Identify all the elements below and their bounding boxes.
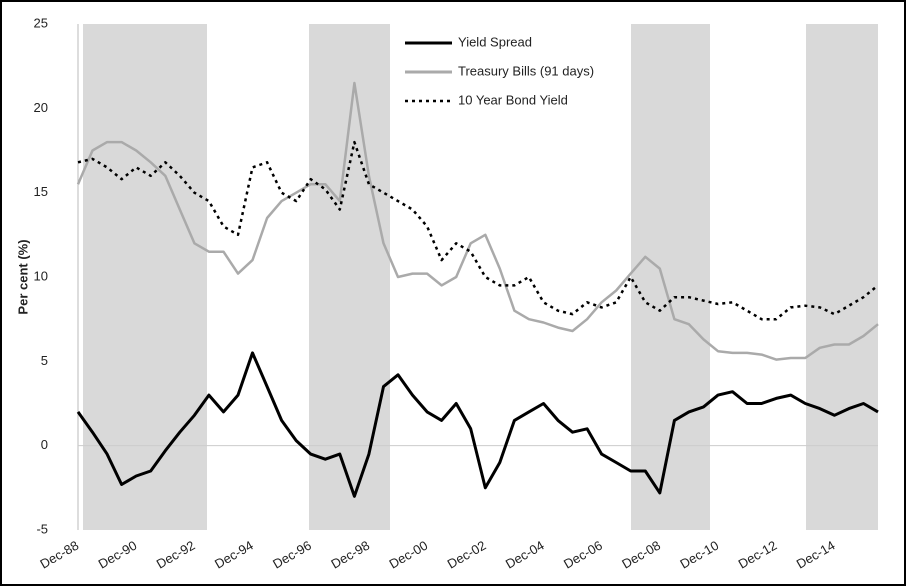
y-tick-label: 5 (41, 353, 48, 368)
y-tick-label: 0 (41, 437, 48, 452)
legend-label: 10 Year Bond Yield (458, 92, 568, 107)
series-line (76, 81, 879, 361)
legend-label: Yield Spread (458, 34, 532, 49)
series-line (76, 351, 879, 498)
shaded-band (309, 24, 390, 530)
y-tick-label: 15 (34, 184, 48, 199)
shaded-band (631, 24, 710, 530)
series-line (77, 140, 879, 321)
y-tick-label: 20 (34, 100, 48, 115)
y-tick-label: 10 (34, 268, 48, 283)
shaded-band (806, 24, 878, 530)
y-axis-label: Per cent (%) (15, 239, 30, 314)
y-tick-label: -5 (36, 521, 48, 536)
shaded-band (83, 24, 207, 530)
y-tick-label: 25 (34, 15, 48, 30)
legend-label: Treasury Bills (91 days) (458, 63, 594, 78)
